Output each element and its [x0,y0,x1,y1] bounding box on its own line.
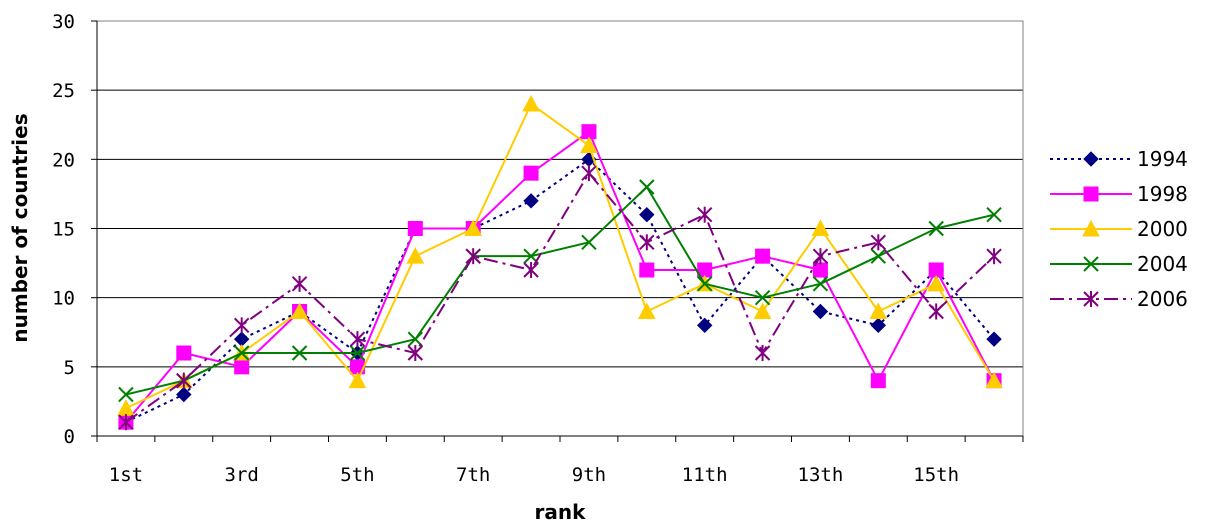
legend-item-1994: 1994 [1050,147,1188,171]
y-tick-label: 25 [52,80,75,102]
data-point [350,331,364,347]
y-tick-label: 0 [64,426,75,448]
x-tick-label: 3rd [225,464,259,486]
data-point [871,374,885,388]
legend-label: 1994 [1137,147,1188,171]
series-1994 [119,152,1001,429]
data-point [639,304,655,319]
data-point [987,332,1001,346]
x-axis-title: rank [535,500,587,524]
y-axis-title: number of countries [8,113,32,342]
data-point [408,222,422,236]
data-point [177,373,191,389]
data-point [929,304,943,320]
legend-marker [1084,187,1098,201]
data-point [640,208,654,222]
data-point [640,180,654,194]
legend: 1994 1998 2000 2004 2006 [1050,147,1188,311]
series-line-2000 [126,104,994,408]
x-tick-labels: 1st 3rd 5th 7th 9th 11th 13th 15th [109,464,959,486]
data-point [987,208,1001,222]
y-tick-label: 20 [52,149,75,171]
data-point [813,277,827,291]
series-2004 [119,180,1001,402]
x-tick-label: 7th [456,464,490,486]
data-point [582,165,596,181]
data-point [640,263,654,277]
data-point [524,166,538,180]
y-tick-labels: 0 5 10 15 20 25 30 [52,11,75,448]
legend-marker [1084,152,1098,166]
series-layer [118,96,1002,430]
data-point [871,234,885,250]
y-tick-label: 10 [52,288,75,310]
x-tick-label: 1st [109,464,143,486]
y-tick-label: 5 [64,357,75,379]
data-point [293,276,307,292]
data-point [524,262,538,278]
data-point [756,249,770,263]
legend-label: 1998 [1137,182,1188,206]
data-point [177,346,191,360]
series-line-1998 [126,132,994,423]
data-point [235,360,249,374]
x-tick-label: 13th [798,464,844,486]
data-point [524,194,538,208]
data-point [640,234,654,250]
data-point [582,235,596,249]
legend-item-2004: 2004 [1050,252,1188,276]
data-point [755,304,771,319]
data-point [118,400,134,415]
data-point [523,96,539,111]
data-point [756,345,770,361]
legend-label: 2004 [1137,252,1188,276]
legend-item-1998: 1998 [1050,182,1188,206]
y-tick-label: 30 [52,11,75,33]
series-2000 [118,96,1002,415]
y-tick-label: 15 [52,219,75,241]
series-1998 [119,125,1001,430]
x-tick-label: 15th [913,464,959,486]
legend-item-2000: 2000 [1050,217,1188,241]
data-point [813,305,827,319]
data-point [870,304,886,319]
data-point [813,248,827,264]
data-point [987,248,1001,264]
legend-item-2006: 2006 [1050,287,1188,311]
data-point [698,207,712,223]
legend-label: 2006 [1137,287,1188,311]
legend-label: 2000 [1137,217,1188,241]
x-tick-label: 5th [340,464,374,486]
data-point [407,248,423,263]
data-point [408,345,422,361]
data-point [871,249,885,263]
x-tick-label: 11th [682,464,728,486]
data-point [235,317,249,333]
x-tick-label: 9th [572,464,606,486]
